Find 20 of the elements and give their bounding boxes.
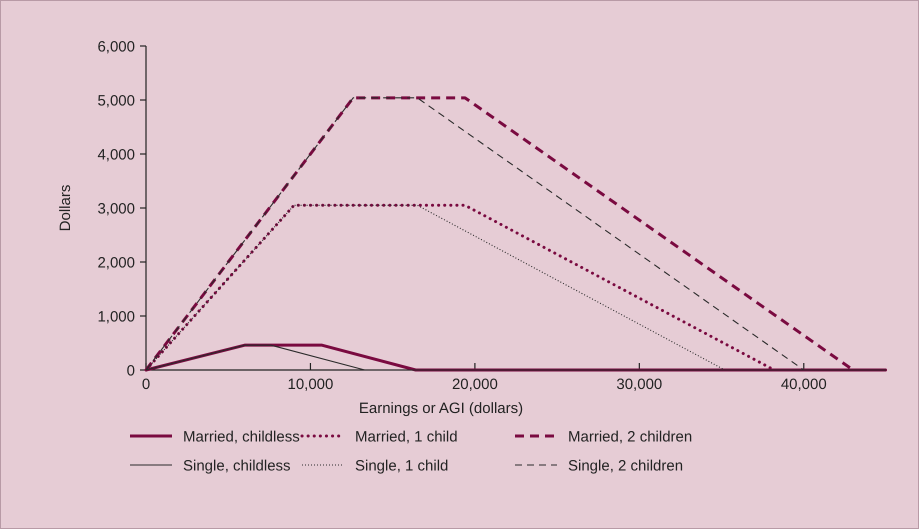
y-tick-label: 2,000 xyxy=(97,254,135,272)
x-tick-label: 10,000 xyxy=(288,376,334,393)
y-tick-label: 1,000 xyxy=(97,308,135,326)
legend-label: Single, childless xyxy=(183,457,291,474)
y-tick-label: 0 xyxy=(126,362,135,380)
y-tick-label: 3,000 xyxy=(97,200,135,218)
y-tick-label: 4,000 xyxy=(97,146,135,164)
x-tick-label: 40,000 xyxy=(780,376,827,393)
legend-label: Single, 2 children xyxy=(568,457,684,474)
y-axis-title: Dollars xyxy=(57,184,74,232)
x-tick-label: 30,000 xyxy=(616,376,662,393)
legend-label: Married, 2 children xyxy=(568,428,692,446)
legend-label: Married, 1 child xyxy=(355,428,458,446)
y-tick-label: 6,000 xyxy=(97,38,135,56)
legend-label: Married, childless xyxy=(183,428,300,446)
legend-label: Single, 1 child xyxy=(355,457,448,474)
y-tick-label: 5,000 xyxy=(97,92,135,110)
x-axis-title: Earnings or AGI (dollars) xyxy=(358,400,524,417)
x-tick-label: 0 xyxy=(142,376,150,393)
x-tick-label: 20,000 xyxy=(452,376,498,393)
